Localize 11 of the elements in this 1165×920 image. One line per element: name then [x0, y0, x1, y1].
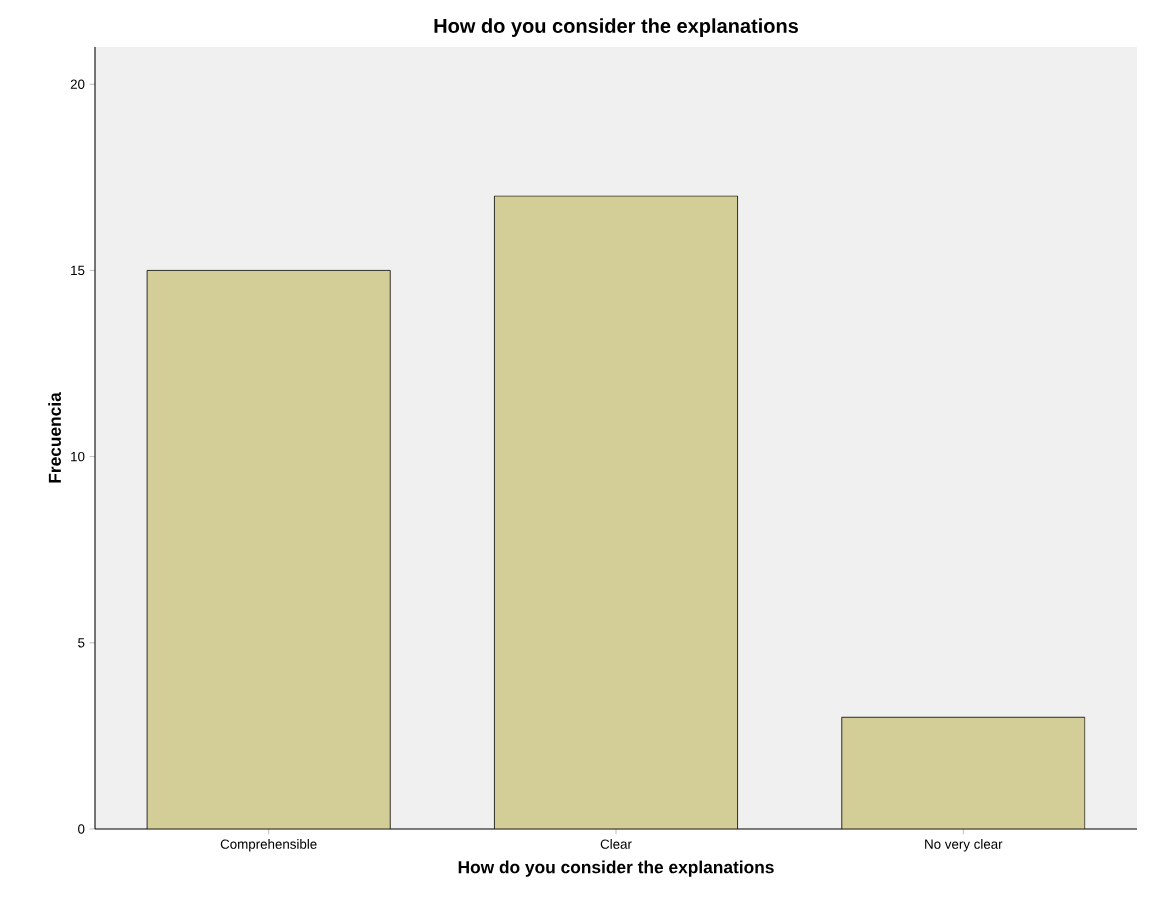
x-axis-title: How do you consider the explanations	[458, 860, 774, 877]
y-tick-label: 0	[78, 824, 85, 834]
x-tick-label: Clear	[600, 839, 632, 849]
x-tick-label: No very clear	[925, 839, 1003, 852]
y-tick-label: 20	[70, 79, 85, 89]
x-tick-label: Comprehensible	[220, 839, 317, 852]
y-tick-label: 15	[71, 265, 85, 276]
y-tick-label: 5	[78, 638, 85, 648]
y-axis-title: Frecuencia	[48, 392, 61, 483]
chart-title: How do you consider the explanations	[434, 18, 798, 37]
y-tick-label: 10	[71, 451, 85, 462]
